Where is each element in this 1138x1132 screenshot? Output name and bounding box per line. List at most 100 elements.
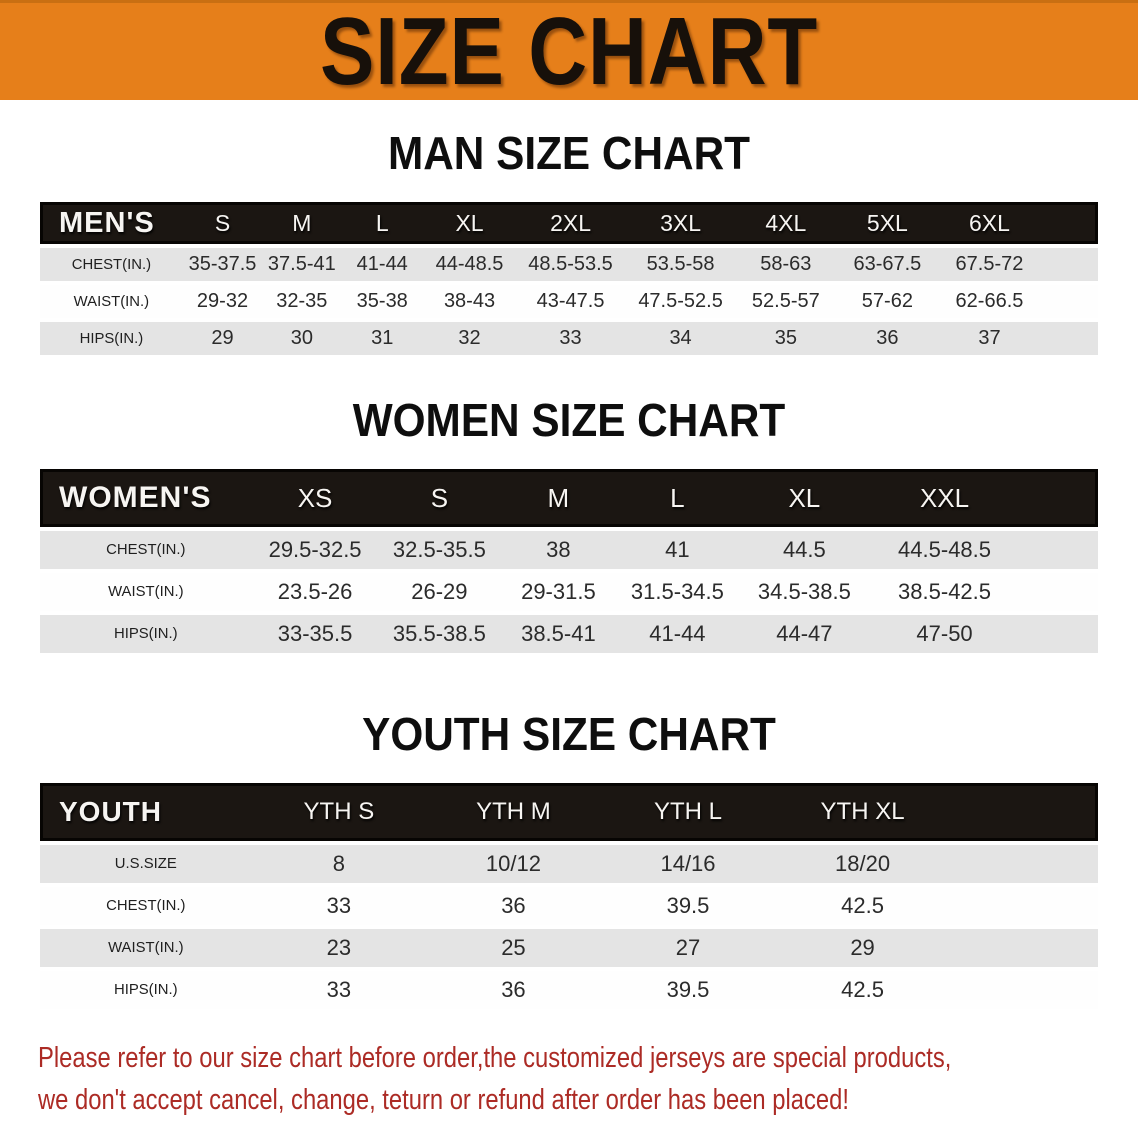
men-chest-value: 41-44 [356,253,408,275]
men-chest-value: 35-37.5 [188,253,257,275]
youth-size-header-l: YTH L [600,783,776,841]
women-hips-row: HIPS(IN.) 33-35.5 35.5-38.5 38.5-41 41-4… [40,615,1098,653]
row-spacer [950,887,1098,925]
women-hips-value: 38.5-41 [521,621,596,646]
women-hips-value: 35.5-38.5 [392,621,486,646]
row-label-waist: WAIST(IN.) [73,293,150,310]
women-chest-row: CHEST(IN.) 29.5-32.5 32.5-35.5 38 41 44.… [40,531,1098,569]
men-chest-value: 67.5-72 [955,253,1024,275]
youth-group-label: YOUTH [40,783,252,841]
women-waist-value: 34.5-38.5 [757,579,851,604]
row-label-waist: WAIST(IN.) [108,940,184,956]
row-spacer [950,845,1098,883]
men-waist-value: 52.5-57 [751,290,820,312]
men-chest-value: 37.5-41 [267,253,336,275]
men-hips-value: 32 [458,327,481,349]
men-waist-row: WAIST(IN.) 29-32 32-35 35-38 38-43 43-47… [40,285,1098,318]
youth-hips-value: 33 [326,977,352,1002]
men-size-header-4xl: 4XL [736,202,836,244]
women-chest-value: 32.5-35.5 [392,537,486,562]
women-size-header-s: S [378,469,501,527]
women-waist-value: 38.5-42.5 [898,579,992,604]
youth-table-header-row: YOUTH YTH S YTH M YTH L YTH XL [40,783,1098,841]
row-label-waist: WAIST(IN.) [108,584,184,600]
women-waist-value: 23.5-26 [277,579,353,604]
youth-hips-value: 36 [501,977,526,1002]
youth-ussize-value: 18/20 [835,851,891,876]
men-hips-value: 36 [876,327,899,349]
men-waist-value: 43-47.5 [536,290,605,312]
youth-chest-row: CHEST(IN.) 33 36 39.5 42.5 [40,887,1098,925]
youth-chest-value: 39.5 [666,893,710,918]
men-header-spacer [1039,202,1098,244]
men-chest-value: 58-63 [760,253,812,275]
row-label-chest: CHEST(IN.) [71,256,152,273]
page-title: SIZE CHART [319,0,819,105]
men-chest-value: 63-67.5 [853,253,922,275]
row-spacer [1040,322,1098,355]
men-waist-value: 32-35 [276,290,328,312]
men-waist-value: 47.5-52.5 [638,290,723,312]
women-chest-value: 38 [546,537,571,562]
youth-ussize-row: U.S.SIZE 8 10/12 14/16 18/20 [40,845,1098,883]
women-waist-row: WAIST(IN.) 23.5-26 26-29 29-31.5 31.5-34… [40,573,1098,611]
women-chest-value: 41 [665,537,690,562]
youth-waist-value: 27 [675,935,701,960]
youth-section-heading: YOUTH SIZE CHART [362,708,776,760]
disclaimer-line-2: we don't accept cancel, change, teturn o… [38,1084,849,1116]
women-chest-value: 44.5 [782,537,826,562]
row-label-chest: CHEST(IN.) [106,542,186,558]
women-group-label: WOMEN'S [40,469,252,527]
size-chart-banner: SIZE CHART [0,0,1138,100]
men-hips-value: 31 [371,327,394,349]
youth-size-header-s: YTH S [251,783,427,841]
row-spacer [1019,531,1098,569]
row-spacer [1019,573,1098,611]
youth-waist-value: 29 [850,935,875,960]
women-chest-value: 29.5-32.5 [268,537,362,562]
youth-ussize-value: 14/16 [660,851,716,876]
women-size-header-xxl: XXL [870,469,1019,527]
youth-size-header-m: YTH M [426,783,601,841]
men-hips-value: 33 [559,327,582,349]
disclaimer-line-1: Please refer to our size chart before or… [38,1042,952,1074]
men-chest-value: 48.5-53.5 [528,253,613,275]
men-size-header-l: L [341,202,423,244]
men-hips-value: 35 [774,327,797,349]
youth-ussize-value: 8 [332,851,345,876]
men-chest-value: 53.5-58 [646,253,715,275]
row-label-hips: HIPS(IN.) [113,982,178,998]
row-spacer [950,971,1098,1009]
men-size-table: MEN'S S M L XL 2XL 3XL 4XL 5XL 6XL CHEST… [40,198,1098,359]
youth-size-table: YOUTH YTH S YTH M YTH L YTH XL U.S.SIZE … [40,779,1098,1013]
men-hips-row: HIPS(IN.) 29 30 31 32 33 34 35 36 37 [40,322,1098,355]
youth-waist-value: 25 [501,935,526,960]
row-spacer [950,929,1098,967]
youth-size-header-xl: YTH XL [775,783,950,841]
youth-hips-value: 42.5 [841,977,884,1002]
row-label-hips: HIPS(IN.) [113,626,178,642]
women-waist-value: 29-31.5 [521,579,596,604]
men-hips-value: 37 [978,327,1001,349]
women-hips-value: 33-35.5 [277,621,353,646]
youth-hips-value: 39.5 [666,977,710,1002]
men-hips-value: 30 [290,327,313,349]
men-size-header-s: S [182,202,263,244]
men-size-header-5xl: 5XL [835,202,940,244]
row-label-ussize: U.S.SIZE [114,856,177,872]
youth-header-spacer [949,783,1098,841]
youth-hips-row: HIPS(IN.) 33 36 39.5 42.5 [40,971,1098,1009]
men-table-header-row: MEN'S S M L XL 2XL 3XL 4XL 5XL 6XL [40,202,1098,244]
men-size-header-6xl: 6XL [939,202,1040,244]
men-waist-value: 35-38 [356,290,408,312]
youth-waist-row: WAIST(IN.) 23 25 27 29 [40,929,1098,967]
men-group-label: MEN'S [40,202,183,244]
men-hips-value: 34 [669,327,692,349]
men-size-chart-section: MAN SIZE CHART MEN'S S M L XL 2XL 3XL 4X… [0,126,1138,359]
youth-chest-value: 42.5 [841,893,884,918]
youth-ussize-value: 10/12 [485,851,541,876]
men-waist-value: 38-43 [443,290,496,312]
youth-chest-value: 33 [326,893,352,918]
women-hips-value: 47-50 [916,621,973,646]
women-size-header-xl: XL [738,469,871,527]
